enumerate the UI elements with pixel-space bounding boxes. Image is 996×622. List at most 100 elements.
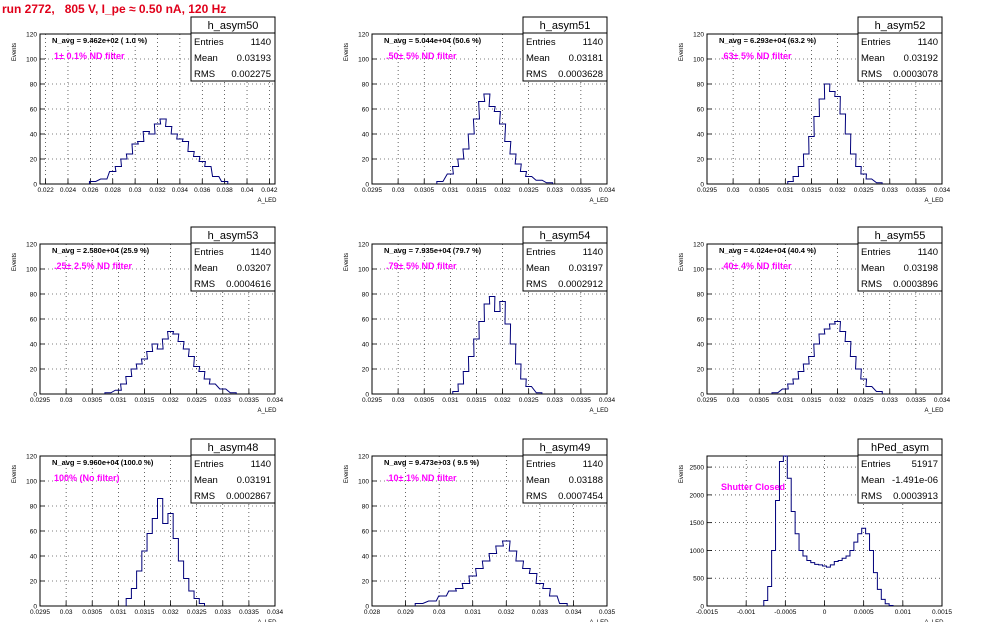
- y-tick-label: 60: [697, 317, 705, 324]
- stats-value: 1140: [251, 247, 271, 258]
- y-tick-label: 60: [697, 107, 705, 114]
- y-tick-label: 0: [33, 604, 37, 611]
- y-axis-label: Events: [12, 465, 18, 483]
- x-tick-label: 0.0335: [571, 187, 591, 194]
- filter-note: 100% (No filter): [54, 473, 120, 483]
- stats-key: RMS: [526, 279, 547, 290]
- y-tick-label: 60: [30, 529, 38, 536]
- stats-key: Mean: [526, 475, 550, 486]
- y-tick-label: 20: [30, 367, 38, 374]
- x-tick-label: 0.028: [105, 187, 122, 194]
- x-tick-label: 0.0295: [30, 397, 50, 404]
- stats-value: 0.0003628: [558, 69, 603, 80]
- x-tick-label: 0.031: [465, 609, 482, 616]
- x-tick-label: 0.029: [397, 609, 414, 616]
- x-axis-label: A_LED: [924, 620, 944, 622]
- stats-key: Mean: [861, 475, 885, 486]
- x-tick-label: 0.032: [149, 187, 166, 194]
- navg-label: N_avg = 9.473e+03 ( 9.5 %): [384, 458, 480, 467]
- histogram-bin: [819, 565, 823, 606]
- x-tick-label: 0.031: [110, 397, 127, 404]
- stats-key: RMS: [861, 279, 882, 290]
- stats-key: Mean: [194, 475, 218, 486]
- x-tick-label: 0.031: [777, 397, 794, 404]
- y-tick-label: 80: [362, 504, 370, 511]
- y-tick-label: 120: [26, 454, 37, 461]
- x-tick-label: 0.0295: [697, 187, 717, 194]
- y-tick-label: 0: [33, 392, 37, 399]
- stats-value: 1140: [251, 37, 271, 48]
- y-tick-label: 2500: [690, 465, 705, 472]
- y-tick-label: 60: [30, 107, 38, 114]
- histogram-bin: [811, 563, 815, 606]
- stats-value: 0.03191: [237, 475, 271, 486]
- x-tick-label: 0: [823, 609, 827, 616]
- x-tick-label: 0.0295: [30, 609, 50, 616]
- histogram-bin: [795, 534, 799, 606]
- stats-key: Mean: [861, 53, 885, 64]
- x-tick-label: 0.03: [60, 397, 73, 404]
- stats-key: Mean: [526, 263, 550, 274]
- x-tick-label: 0.032: [162, 397, 179, 404]
- stats-key: Entries: [526, 247, 556, 258]
- stats-box: [857, 226, 943, 292]
- x-tick-label: 0.03: [129, 187, 142, 194]
- x-tick-label: 0.031: [442, 187, 459, 194]
- stats-title: h_asym48: [208, 442, 259, 454]
- x-tick-label: 0.0315: [134, 397, 154, 404]
- stats-title: h_asym50: [208, 20, 259, 32]
- stats-key: RMS: [194, 491, 215, 502]
- histogram-bin: [877, 589, 881, 606]
- y-axis-label: Events: [344, 253, 350, 271]
- y-tick-label: 100: [358, 57, 369, 64]
- y-tick-label: 1500: [690, 520, 705, 527]
- stats-key: Mean: [194, 263, 218, 274]
- y-tick-label: 120: [26, 242, 37, 249]
- x-tick-label: 0.034: [565, 609, 582, 616]
- x-tick-label: 0.0335: [239, 397, 259, 404]
- x-tick-label: 0.0295: [362, 187, 382, 194]
- histogram-bin: [870, 550, 874, 606]
- y-tick-label: 100: [26, 479, 37, 486]
- x-tick-label: 0.034: [267, 609, 284, 616]
- navg-label: N_avg = 7.935e+04 (79.7 %): [384, 246, 482, 255]
- y-tick-label: 120: [26, 32, 37, 39]
- x-axis-label: A_LED: [257, 620, 277, 622]
- stats-title: hPed_asym: [871, 442, 929, 454]
- histogram-bin: [768, 587, 772, 606]
- y-axis-label: Events: [679, 253, 685, 271]
- x-tick-label: 0.032: [162, 609, 179, 616]
- x-tick-label: 0.0315: [801, 187, 821, 194]
- stats-value: 0.03192: [904, 53, 938, 64]
- y-tick-label: 120: [693, 32, 704, 39]
- stats-key: Mean: [526, 53, 550, 64]
- y-tick-label: 0: [33, 182, 37, 189]
- stats-key: RMS: [861, 491, 882, 502]
- x-tick-label: 0.001: [895, 609, 912, 616]
- x-tick-label: 0.033: [547, 397, 564, 404]
- stats-box: [190, 16, 276, 82]
- x-tick-label: 0.034: [267, 397, 284, 404]
- stats-key: RMS: [194, 69, 215, 80]
- stats-value: 0.0003896: [893, 279, 938, 290]
- x-tick-label: 0.0305: [749, 397, 769, 404]
- histogram-bin: [823, 566, 827, 606]
- stats-value: 0.03181: [569, 53, 603, 64]
- histogram-bin: [830, 565, 834, 606]
- stats-box: [857, 16, 943, 82]
- filter-note: .50± 5% ND filter: [386, 51, 457, 61]
- x-tick-label: 0.028: [364, 609, 381, 616]
- stats-key: Entries: [861, 37, 891, 48]
- x-tick-label: 0.033: [532, 609, 549, 616]
- stats-value: 1140: [583, 459, 603, 470]
- x-tick-label: 0.0325: [854, 187, 874, 194]
- y-tick-label: 2000: [690, 492, 705, 499]
- navg-label: N_avg = 4.024e+04 (40.4 %): [719, 246, 817, 255]
- y-tick-label: 80: [362, 82, 370, 89]
- y-tick-label: 80: [362, 292, 370, 299]
- x-axis-label: A_LED: [257, 408, 277, 414]
- histogram-series: [414, 540, 568, 606]
